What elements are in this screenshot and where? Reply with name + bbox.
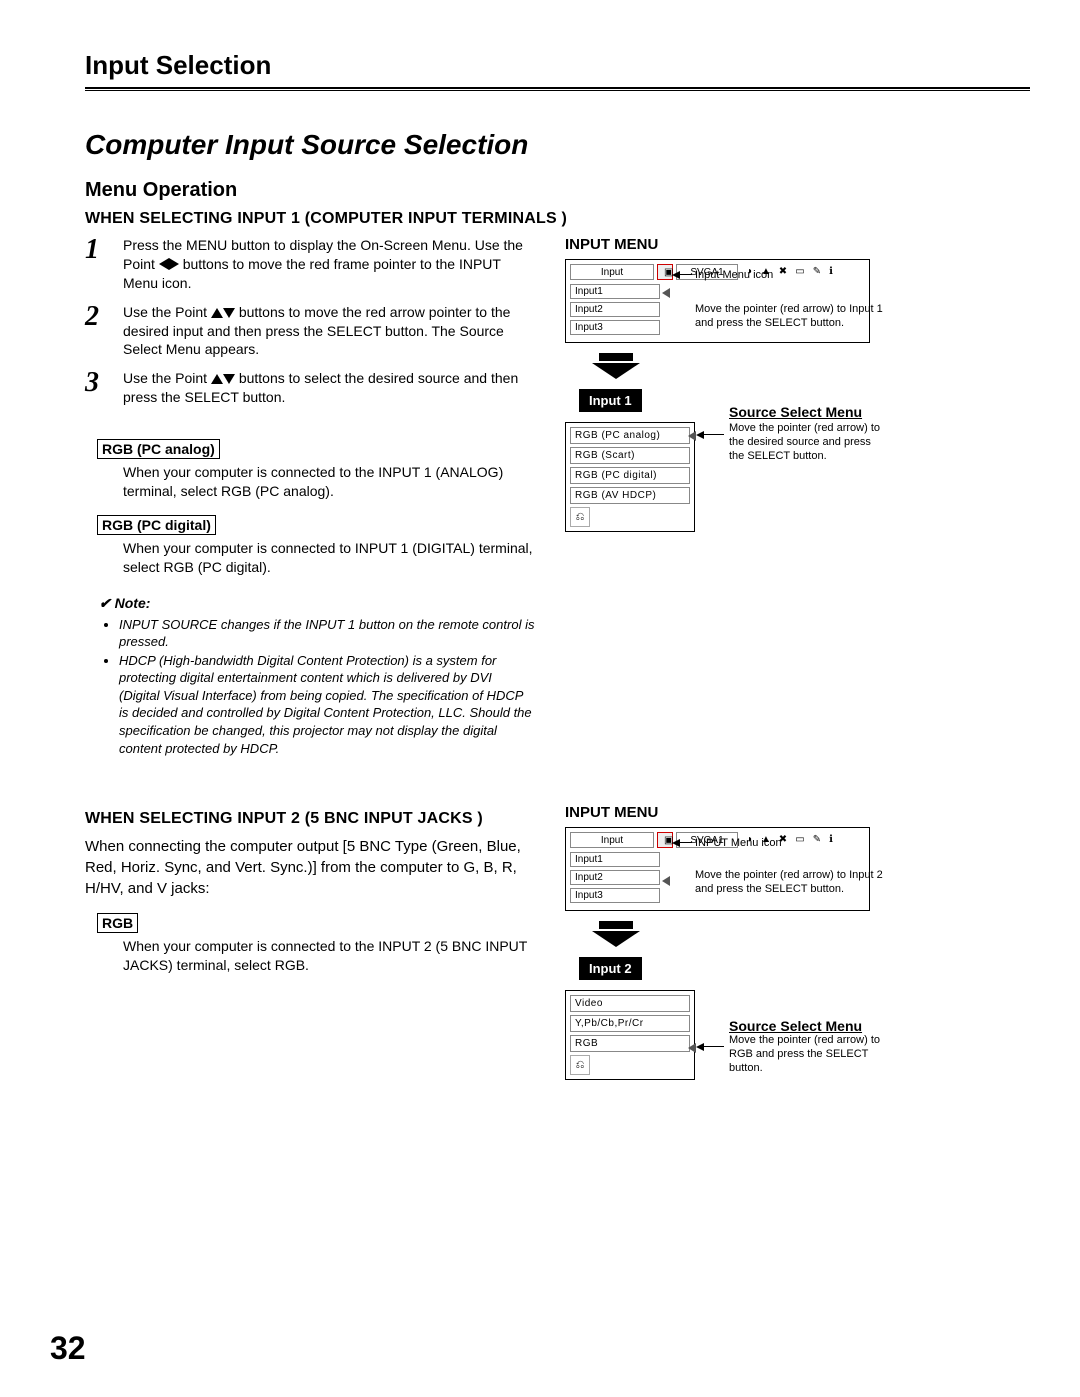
option-label-rgb: RGB bbox=[97, 913, 138, 933]
src-rgb-digital: RGB (PC digital) bbox=[570, 467, 690, 484]
src-rgb-scart: RGB (Scart) bbox=[570, 447, 690, 464]
diagram2-caption1: INPUT Menu icon bbox=[695, 837, 782, 851]
note-item-1: INPUT SOURCE changes if the INPUT 1 butt… bbox=[119, 616, 535, 651]
src-rgb-avhdcp: RGB (AV HDCP) bbox=[570, 487, 690, 504]
note-heading: ✔ Note: bbox=[99, 595, 535, 612]
input1-row: Input1 bbox=[570, 284, 660, 299]
heading-input1: WHEN SELECTING INPUT 1 (COMPUTER INPUT T… bbox=[85, 210, 1030, 228]
option-text-rgb-analog: When your computer is connected to the I… bbox=[123, 463, 535, 501]
return-icon: ⎌ bbox=[570, 507, 590, 527]
ssm1-caption: Move the pointer (red arrow) to the desi… bbox=[729, 422, 884, 463]
diagram1-caption1: Input Menu icon bbox=[695, 269, 773, 283]
d2-input1-row: Input1 bbox=[570, 852, 660, 867]
step-number-2: 2 bbox=[85, 303, 111, 360]
d2-input3-row: Input3 bbox=[570, 888, 660, 903]
note-label: Note: bbox=[115, 595, 151, 611]
menubar-input: Input bbox=[570, 264, 654, 280]
step-3-text: Use the Point buttons to select the desi… bbox=[123, 369, 535, 407]
ssm2-title: Source Select Menu bbox=[729, 1018, 884, 1034]
ssm1-title: Source Select Menu bbox=[729, 404, 884, 420]
step-2-text: Use the Point buttons to move the red ar… bbox=[123, 303, 535, 360]
option-label-rgb-analog: RGB (PC analog) bbox=[97, 439, 220, 459]
diagram1-caption2: Move the pointer (red arrow) to Input 1 … bbox=[695, 303, 895, 331]
src2-video: Video bbox=[570, 995, 690, 1012]
step-number-1: 1 bbox=[85, 236, 111, 293]
ssm2-caption: Move the pointer (red arrow) to RGB and … bbox=[729, 1034, 884, 1075]
return2-icon: ⎌ bbox=[570, 1055, 590, 1075]
diagram2-source-menu: Video Y,Pb/Cb,Pr/Cr RGB ⎌ bbox=[565, 990, 695, 1080]
heading-input2: WHEN SELECTING INPUT 2 (5 BNC INPUT JACK… bbox=[85, 810, 535, 828]
note-item-2: HDCP (High-bandwidth Digital Content Pro… bbox=[119, 652, 535, 757]
page-number: 32 bbox=[50, 1330, 86, 1367]
input2-intro: When connecting the computer output [5 B… bbox=[85, 836, 535, 899]
diagram2-title: INPUT MENU bbox=[565, 804, 1030, 821]
option-label-rgb-digital: RGB (PC digital) bbox=[97, 515, 216, 535]
rule bbox=[85, 90, 1030, 91]
step-1-text: Press the MENU button to display the On-… bbox=[123, 236, 535, 293]
input2-row: Input2 bbox=[570, 302, 660, 317]
option-text-rgb: When your computer is connected to the I… bbox=[123, 937, 535, 975]
input3-row: Input3 bbox=[570, 320, 660, 335]
menubar2-input: Input bbox=[570, 832, 654, 848]
down-arrow2-icon bbox=[591, 921, 641, 947]
down-arrow-icon bbox=[591, 353, 641, 379]
subhead-menu-operation: Menu Operation bbox=[85, 179, 1030, 202]
diagram1-source-menu: RGB (PC analog) RGB (Scart) RGB (PC digi… bbox=[565, 422, 695, 532]
section-title: Computer Input Source Selection bbox=[85, 129, 1030, 161]
chapter-title: Input Selection bbox=[85, 50, 1030, 81]
src2-rgb: RGB bbox=[570, 1035, 690, 1052]
rule bbox=[85, 87, 1030, 89]
diagram1-title: INPUT MENU bbox=[565, 236, 1030, 253]
diagram1-tag: Input 1 bbox=[579, 389, 642, 412]
d2-input2-row: Input2 bbox=[570, 870, 660, 885]
diagram2-tag: Input 2 bbox=[579, 957, 642, 980]
src2-ypbpr: Y,Pb/Cb,Pr/Cr bbox=[570, 1015, 690, 1032]
src-rgb-analog: RGB (PC analog) bbox=[570, 427, 690, 444]
diagram2-caption2: Move the pointer (red arrow) to Input 2 … bbox=[695, 869, 895, 897]
option-text-rgb-digital: When your computer is connected to INPUT… bbox=[123, 539, 535, 577]
step-number-3: 3 bbox=[85, 369, 111, 407]
